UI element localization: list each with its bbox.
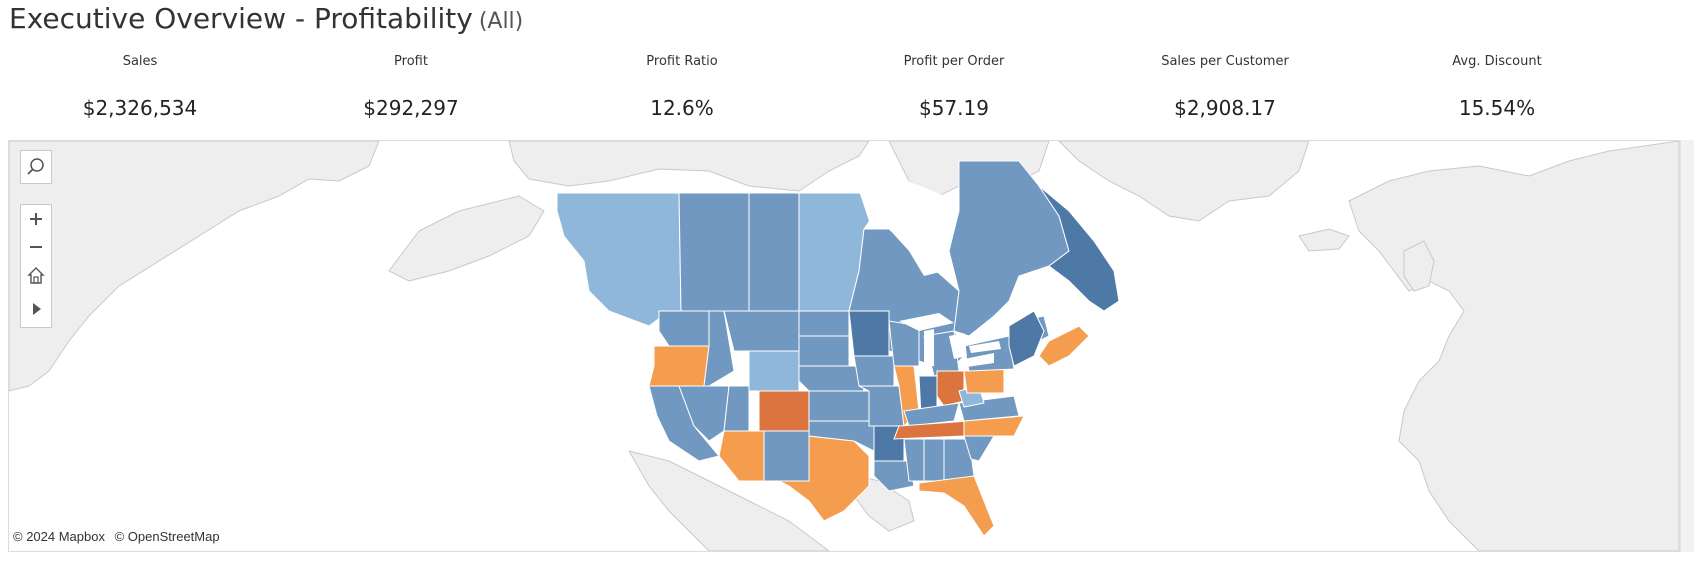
- region-ohio: [936, 370, 965, 407]
- zoom-out-icon: [30, 246, 42, 248]
- great-lakes: [859, 181, 1001, 367]
- openstreetmap-attribution-link[interactable]: © OpenStreetMap: [114, 529, 220, 544]
- kpi-sales-per-customer: Sales per Customer $2,908.17: [1090, 52, 1360, 120]
- mapbox-attribution-link[interactable]: © 2024 Mapbox: [13, 529, 105, 544]
- search-icon: [27, 158, 44, 175]
- region-colorado: [758, 390, 810, 432]
- kpi-profit-per-order: Profit per Order $57.19: [819, 52, 1089, 120]
- region-kentucky: [903, 402, 960, 427]
- kpi-value: $57.19: [919, 96, 989, 120]
- kpi-profit: Profit $292,297: [276, 52, 546, 120]
- dashboard-title: Executive Overview - Profitability: [9, 2, 473, 35]
- kpi-label: Sales: [122, 54, 158, 69]
- region-alberta: [678, 192, 750, 312]
- region-florida: [918, 475, 995, 537]
- region-texas: [778, 435, 870, 522]
- zoom-out-button[interactable]: [21, 233, 51, 261]
- profit-map[interactable]: [8, 140, 1680, 552]
- region-minnesota: [848, 310, 890, 357]
- region-louisiana: [873, 460, 915, 492]
- map-attribution: © 2024 Mapbox © OpenStreetMap: [13, 529, 226, 544]
- region-new-england: [1008, 310, 1045, 367]
- expand-toolbar-button[interactable]: [21, 295, 51, 323]
- filter-indicator: (All): [478, 9, 524, 34]
- map-search-button[interactable]: [20, 150, 52, 184]
- kpi-value: $2,326,534: [82, 96, 198, 120]
- region-wyoming: [748, 350, 800, 392]
- kpi-label: Profit: [394, 54, 428, 69]
- region-saskatchewan: [748, 192, 800, 312]
- region-nova-scotia: [1038, 325, 1090, 367]
- play-icon: [33, 303, 41, 315]
- region-south-dakota: [798, 335, 850, 367]
- region-quebec: [948, 160, 1070, 337]
- kpi-label: Sales per Customer: [1161, 54, 1289, 69]
- region-nevada: [678, 385, 730, 442]
- region-oklahoma: [808, 420, 875, 452]
- zoom-in-button[interactable]: [21, 205, 51, 233]
- kpi-avg-discount: Avg. Discount 15.54%: [1362, 52, 1632, 120]
- kpi-label: Profit per Order: [903, 54, 1005, 69]
- kpi-label: Profit Ratio: [646, 54, 718, 69]
- region-pennsylvania: [963, 368, 1005, 394]
- kpi-value: $292,297: [363, 96, 459, 120]
- region-north-dakota: [798, 310, 850, 337]
- map-canvas[interactable]: [9, 141, 1679, 551]
- zoom-in-icon: [30, 213, 42, 225]
- kpi-label: Avg. Discount: [1452, 54, 1542, 69]
- region-new-mexico: [763, 430, 810, 482]
- region-montana: [723, 310, 800, 352]
- region-arizona: [718, 430, 765, 482]
- region-nebraska: [798, 365, 865, 392]
- zoom-home-button[interactable]: [21, 261, 51, 289]
- region-washington: [658, 310, 710, 347]
- kpi-profit-ratio: Profit Ratio 12.6%: [547, 52, 817, 120]
- kpi-sales: Sales $2,326,534: [5, 52, 275, 120]
- kpi-value: $2,908.17: [1174, 96, 1276, 120]
- kpi-value: 12.6%: [650, 96, 714, 120]
- kpi-value: 15.54%: [1458, 96, 1536, 120]
- region-kansas: [808, 390, 870, 422]
- page-title: Executive Overview - Profitability (All): [9, 0, 523, 38]
- basemap-land: [9, 141, 1679, 551]
- region-british-columbia: [556, 192, 682, 327]
- region-utah: [723, 385, 750, 432]
- region-alabama: [923, 438, 945, 482]
- region-iowa: [853, 355, 895, 387]
- us-states[interactable]: [648, 310, 1045, 537]
- home-icon: [27, 267, 45, 284]
- map-toolbar: [20, 204, 52, 328]
- region-oregon: [648, 345, 710, 387]
- region-newfoundland: [1038, 185, 1120, 312]
- dashboard-scrollbar[interactable]: [1680, 140, 1694, 552]
